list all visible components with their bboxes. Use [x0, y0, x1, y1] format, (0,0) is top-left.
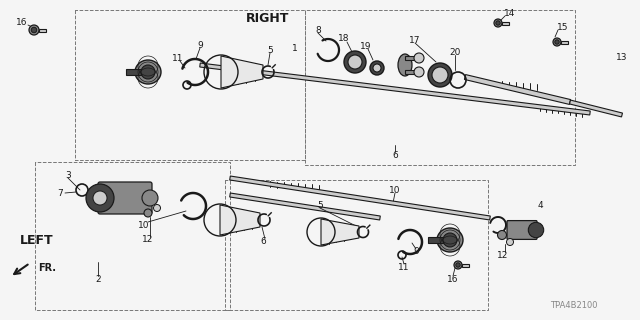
Circle shape [553, 38, 561, 46]
Polygon shape [465, 75, 571, 104]
Circle shape [555, 40, 559, 44]
Circle shape [141, 65, 155, 79]
Circle shape [144, 209, 152, 217]
Polygon shape [462, 263, 469, 267]
Circle shape [443, 233, 457, 247]
Text: 11: 11 [398, 262, 410, 271]
Text: 7: 7 [57, 188, 63, 197]
Circle shape [494, 19, 502, 27]
Circle shape [29, 25, 39, 35]
Text: 6: 6 [392, 150, 398, 159]
Text: FR.: FR. [38, 263, 56, 273]
Circle shape [370, 61, 384, 75]
Text: 13: 13 [616, 52, 628, 61]
Text: 6: 6 [260, 237, 266, 246]
Polygon shape [230, 176, 490, 220]
Polygon shape [561, 41, 568, 44]
Polygon shape [405, 70, 419, 74]
Circle shape [414, 67, 424, 77]
Text: 18: 18 [339, 34, 349, 43]
Text: RIGHT: RIGHT [246, 12, 290, 25]
Circle shape [93, 191, 107, 205]
Circle shape [373, 64, 381, 72]
Polygon shape [126, 69, 148, 75]
Polygon shape [321, 219, 359, 245]
Text: TPA4B2100: TPA4B2100 [550, 301, 598, 310]
Circle shape [454, 261, 462, 269]
Polygon shape [221, 56, 263, 88]
FancyBboxPatch shape [507, 220, 537, 239]
Text: 10: 10 [138, 220, 150, 229]
Text: 2: 2 [95, 276, 101, 284]
Text: 17: 17 [409, 36, 420, 44]
Ellipse shape [398, 54, 412, 76]
Text: LEFT: LEFT [20, 234, 54, 246]
FancyBboxPatch shape [98, 182, 152, 214]
Circle shape [86, 184, 114, 212]
Text: 12: 12 [497, 251, 509, 260]
Circle shape [456, 263, 460, 267]
Circle shape [31, 27, 36, 33]
Text: 3: 3 [65, 171, 71, 180]
Polygon shape [405, 56, 419, 60]
Circle shape [432, 67, 448, 83]
Text: 5: 5 [267, 45, 273, 54]
Text: 20: 20 [449, 47, 461, 57]
Text: 9: 9 [197, 41, 203, 50]
Polygon shape [220, 205, 260, 235]
Text: 8: 8 [315, 26, 321, 35]
Text: 16: 16 [16, 18, 28, 27]
Text: 9: 9 [413, 247, 419, 257]
Text: 5: 5 [317, 201, 323, 210]
Text: 10: 10 [389, 186, 401, 195]
Text: 1: 1 [292, 44, 298, 52]
Circle shape [414, 53, 424, 63]
Circle shape [428, 63, 452, 87]
Text: 14: 14 [504, 9, 516, 18]
Text: 4: 4 [537, 201, 543, 210]
Circle shape [344, 51, 366, 73]
Circle shape [142, 190, 158, 206]
Polygon shape [200, 63, 590, 115]
Text: 15: 15 [557, 22, 569, 31]
Text: 11: 11 [172, 53, 184, 62]
Circle shape [154, 204, 161, 212]
Circle shape [348, 55, 362, 69]
Polygon shape [39, 28, 46, 31]
Text: 16: 16 [447, 276, 459, 284]
Polygon shape [428, 237, 450, 243]
Polygon shape [502, 21, 509, 25]
Ellipse shape [135, 60, 161, 84]
Ellipse shape [437, 228, 463, 252]
Text: 12: 12 [142, 236, 154, 244]
Polygon shape [230, 193, 380, 220]
Circle shape [497, 230, 506, 239]
Circle shape [496, 21, 500, 25]
Polygon shape [570, 100, 623, 117]
Text: 19: 19 [360, 42, 372, 51]
Circle shape [506, 238, 513, 245]
Circle shape [528, 222, 544, 238]
